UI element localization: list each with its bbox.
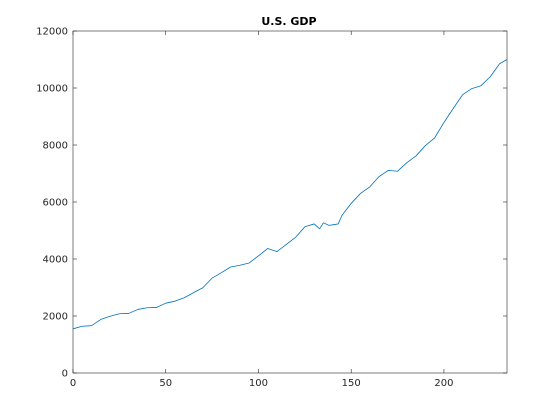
gdp-series-line [72, 59, 508, 330]
y-tick-label: 4000 [43, 255, 68, 266]
y-tick-label: 10000 [36, 84, 68, 95]
y-tick-label: 2000 [43, 312, 68, 323]
y-tick-label: 6000 [43, 198, 68, 209]
x-tick-label: 150 [342, 378, 361, 389]
y-tick-label: 12000 [36, 27, 68, 38]
x-tick-label: 200 [434, 378, 453, 389]
x-tick-label: 100 [249, 378, 268, 389]
axes-box [72, 30, 508, 374]
chart-title: U.S. GDP [261, 15, 316, 28]
y-tick-label: 0 [62, 369, 68, 380]
series-layer [72, 59, 508, 330]
y-tick-label: 8000 [43, 141, 68, 152]
x-tick-label: 0 [70, 378, 76, 389]
x-tick-label: 50 [159, 378, 172, 389]
